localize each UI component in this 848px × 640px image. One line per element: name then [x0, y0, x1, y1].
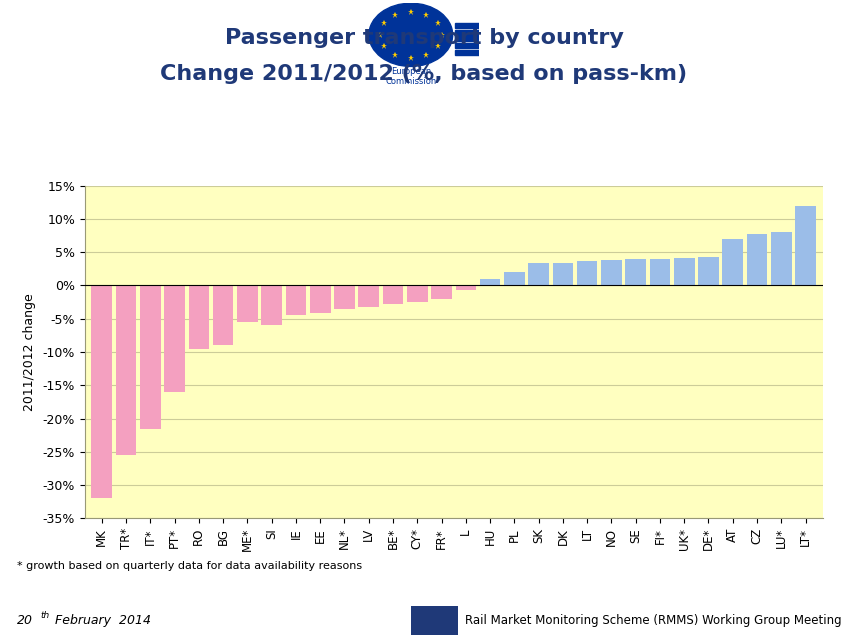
- Bar: [771, 232, 792, 285]
- Bar: [480, 279, 500, 285]
- Bar: [455, 30, 479, 35]
- Bar: [188, 285, 209, 349]
- Bar: [213, 285, 233, 346]
- Bar: [455, 36, 479, 42]
- Y-axis label: 2011/2012 change: 2011/2012 change: [23, 293, 36, 411]
- Text: European: European: [391, 67, 431, 76]
- Bar: [553, 263, 573, 285]
- Bar: [115, 285, 137, 455]
- Text: th: th: [41, 611, 50, 620]
- Bar: [577, 262, 598, 285]
- Bar: [455, 43, 479, 48]
- Bar: [528, 264, 549, 285]
- Text: Change 2011/2012 (%, based on pass-km): Change 2011/2012 (%, based on pass-km): [160, 63, 688, 84]
- Bar: [795, 205, 816, 285]
- Bar: [722, 239, 743, 285]
- Bar: [382, 285, 404, 304]
- Text: 20: 20: [17, 614, 33, 627]
- Bar: [650, 259, 670, 285]
- Bar: [455, 50, 479, 55]
- Bar: [334, 285, 354, 308]
- Bar: [455, 285, 476, 290]
- Bar: [261, 285, 282, 325]
- Circle shape: [369, 3, 453, 67]
- Bar: [601, 260, 622, 285]
- Bar: [359, 285, 379, 307]
- Bar: [455, 23, 479, 28]
- Bar: [504, 272, 525, 285]
- Bar: [747, 234, 767, 285]
- Bar: [310, 285, 331, 314]
- Bar: [92, 285, 112, 499]
- Text: * growth based on quarterly data for data availability reasons: * growth based on quarterly data for dat…: [17, 561, 362, 572]
- Bar: [237, 285, 258, 322]
- Bar: [140, 285, 160, 429]
- Bar: [674, 258, 695, 285]
- Bar: [286, 285, 306, 316]
- Bar: [698, 257, 719, 285]
- Bar: [432, 285, 452, 299]
- Bar: [407, 285, 427, 302]
- Bar: [625, 259, 646, 285]
- Text: Commission: Commission: [385, 77, 437, 86]
- Bar: [165, 285, 185, 392]
- Text: Passenger transport by country: Passenger transport by country: [225, 28, 623, 49]
- Text: February  2014: February 2014: [55, 614, 151, 627]
- Text: Rail Market Monitoring Scheme (RMMS) Working Group Meeting: Rail Market Monitoring Scheme (RMMS) Wor…: [465, 614, 841, 627]
